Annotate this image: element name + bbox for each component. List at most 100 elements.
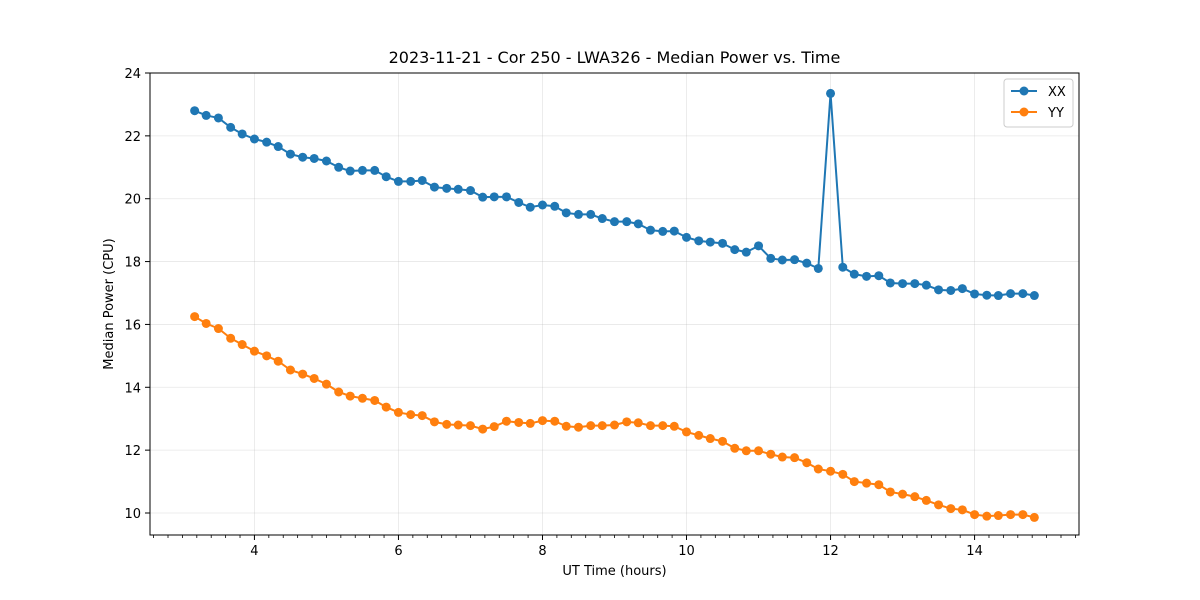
data-point-yy bbox=[237, 340, 247, 350]
data-point-xx bbox=[1029, 291, 1039, 301]
data-point-yy bbox=[525, 418, 535, 428]
data-point-yy bbox=[898, 489, 908, 499]
data-point-yy bbox=[550, 416, 560, 426]
data-point-xx bbox=[357, 165, 367, 175]
data-point-yy bbox=[741, 446, 751, 456]
data-point-xx bbox=[838, 262, 848, 272]
data-point-xx bbox=[249, 134, 259, 144]
data-point-yy bbox=[514, 417, 524, 427]
data-point-yy bbox=[489, 422, 499, 432]
y-tick-label: 18 bbox=[124, 256, 141, 271]
data-point-yy bbox=[790, 453, 800, 463]
data-point-yy bbox=[849, 477, 859, 487]
x-tick-label: 10 bbox=[678, 544, 695, 559]
data-point-yy bbox=[334, 387, 344, 397]
data-point-yy bbox=[993, 511, 1003, 521]
data-point-xx bbox=[910, 279, 920, 289]
data-point-xx bbox=[334, 162, 344, 172]
data-point-yy bbox=[982, 511, 992, 521]
data-point-xx bbox=[417, 175, 427, 185]
data-point-xx bbox=[694, 236, 704, 246]
legend-label-xx: XX bbox=[1048, 85, 1066, 100]
data-point-xx bbox=[453, 184, 463, 194]
data-point-xx bbox=[406, 176, 416, 186]
data-point-xx bbox=[429, 182, 439, 192]
data-point-xx bbox=[813, 263, 823, 273]
data-point-yy bbox=[910, 492, 920, 502]
data-point-xx bbox=[285, 149, 295, 159]
data-point-yy bbox=[766, 449, 776, 459]
data-point-xx bbox=[573, 209, 583, 219]
data-point-yy bbox=[957, 505, 967, 515]
x-tick-label: 14 bbox=[966, 544, 983, 559]
legend-marker-yy bbox=[1019, 107, 1029, 117]
data-point-xx bbox=[874, 271, 884, 281]
data-point-yy bbox=[537, 416, 547, 426]
data-point-yy bbox=[622, 417, 632, 427]
data-point-yy bbox=[249, 346, 259, 356]
data-point-xx bbox=[213, 113, 223, 123]
data-point-xx bbox=[610, 217, 619, 227]
data-point-xx bbox=[1018, 289, 1028, 299]
data-point-yy bbox=[573, 422, 583, 432]
data-point-xx bbox=[514, 197, 524, 207]
data-point-xx bbox=[646, 225, 656, 235]
y-tick-label: 10 bbox=[124, 507, 141, 522]
data-point-yy bbox=[885, 487, 895, 497]
data-point-yy bbox=[357, 393, 367, 403]
y-tick-label: 24 bbox=[124, 67, 141, 82]
data-point-yy bbox=[694, 430, 704, 440]
data-point-yy bbox=[381, 402, 391, 412]
data-point-yy bbox=[1018, 510, 1028, 520]
data-point-xx bbox=[262, 137, 272, 147]
data-point-yy bbox=[658, 421, 668, 431]
data-point-yy bbox=[921, 495, 931, 505]
data-point-xx bbox=[885, 278, 895, 288]
y-tick-label: 14 bbox=[124, 381, 141, 396]
data-point-yy bbox=[946, 504, 956, 514]
data-point-yy bbox=[669, 421, 679, 431]
data-point-xx bbox=[921, 280, 931, 290]
data-point-xx bbox=[682, 232, 692, 242]
data-point-xx bbox=[658, 226, 668, 236]
x-tick-label: 12 bbox=[822, 544, 839, 559]
data-point-xx bbox=[201, 110, 211, 120]
data-point-xx bbox=[237, 129, 247, 139]
data-point-yy bbox=[838, 469, 848, 479]
data-point-xx bbox=[669, 226, 679, 236]
legend-label-yy: YY bbox=[1047, 106, 1064, 121]
data-point-xx bbox=[1006, 289, 1016, 299]
data-point-yy bbox=[213, 324, 223, 334]
data-point-xx bbox=[766, 253, 776, 263]
data-point-xx bbox=[586, 209, 596, 219]
series-yy bbox=[190, 312, 1039, 522]
data-point-yy bbox=[273, 356, 283, 366]
data-point-xx bbox=[501, 192, 511, 202]
data-point-xx bbox=[802, 258, 812, 268]
x-tick-label: 8 bbox=[538, 544, 546, 559]
legend-marker-xx bbox=[1019, 86, 1029, 96]
data-point-xx bbox=[705, 237, 715, 247]
data-point-yy bbox=[226, 333, 236, 343]
data-point-xx bbox=[393, 176, 403, 186]
y-tick-label: 16 bbox=[124, 318, 141, 333]
data-point-yy bbox=[610, 420, 619, 430]
data-point-xx bbox=[826, 88, 836, 98]
data-point-yy bbox=[1029, 512, 1039, 522]
data-point-yy bbox=[406, 410, 416, 420]
data-point-xx bbox=[190, 106, 200, 116]
data-point-yy bbox=[429, 417, 439, 427]
x-tick-label: 4 bbox=[250, 544, 258, 559]
plot-frame bbox=[149, 72, 1080, 536]
data-point-xx bbox=[370, 165, 380, 175]
data-point-xx bbox=[622, 217, 632, 227]
data-point-yy bbox=[465, 421, 475, 431]
data-point-xx bbox=[777, 255, 787, 265]
data-point-xx bbox=[934, 285, 944, 295]
data-point-xx bbox=[561, 208, 571, 218]
data-point-xx bbox=[790, 255, 800, 265]
y-tick-label: 20 bbox=[124, 193, 141, 208]
data-point-yy bbox=[730, 443, 740, 453]
data-point-yy bbox=[190, 312, 200, 322]
